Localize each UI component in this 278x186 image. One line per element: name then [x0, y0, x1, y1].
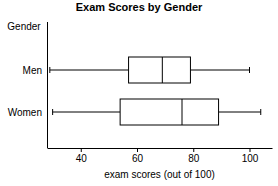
median — [182, 99, 183, 125]
whisker-cap — [260, 109, 261, 115]
x-tick: 60 — [132, 148, 144, 164]
whisker-cap — [52, 109, 53, 115]
box — [120, 99, 218, 125]
median — [162, 57, 163, 83]
x-tick: 100 — [242, 148, 259, 164]
y-axis-title: Gender — [7, 21, 41, 32]
whisker-cap — [249, 67, 250, 73]
x-tick: 40 — [76, 148, 88, 164]
whisker — [50, 70, 129, 71]
title: Exam Scores by Gender — [76, 1, 203, 13]
y-tick-label: Men — [23, 65, 42, 76]
x-tick-label: 80 — [188, 153, 200, 164]
box-plot — [53, 99, 261, 125]
whisker — [190, 70, 249, 71]
box-plot — [50, 57, 250, 83]
whisker — [219, 112, 261, 113]
y-axis-line — [47, 22, 48, 148]
whisker-cap — [49, 67, 50, 73]
x-tick-mark — [137, 148, 138, 152]
x-axis-title: exam scores (out of 100) — [104, 169, 215, 180]
y-tick-label: Women — [8, 107, 42, 118]
y-tick: Women — [8, 107, 42, 118]
chart: Exam Scores by Gender Gender 40 60 80 100 exam… — [0, 0, 278, 186]
plot-area — [50, 57, 261, 125]
x-tick-mark — [81, 148, 82, 152]
whisker — [53, 112, 121, 113]
x-tick: 80 — [188, 148, 200, 164]
y-axis: Men Women — [8, 65, 42, 118]
x-tick-mark — [250, 148, 251, 152]
x-tick-label: 40 — [76, 153, 88, 164]
x-axis: 40 60 80 100 — [48, 148, 273, 164]
y-tick: Men — [23, 65, 42, 76]
x-tick-mark — [193, 148, 194, 152]
x-tick-label: 60 — [132, 153, 144, 164]
box — [129, 57, 191, 83]
x-tick-label: 100 — [242, 153, 259, 164]
